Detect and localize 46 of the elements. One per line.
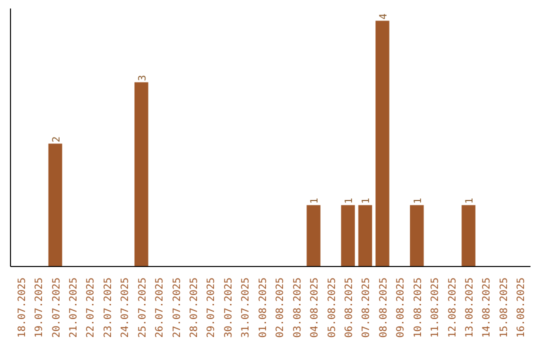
x-tick-label: 20.07.2025 xyxy=(51,277,62,338)
data-label: 1 xyxy=(412,198,424,204)
x-tick-label: 15.08.2025 xyxy=(498,277,510,338)
bar xyxy=(376,20,390,266)
x-tick-label: 10.08.2025 xyxy=(412,277,424,338)
data-label: 1 xyxy=(344,198,355,204)
x-tick-label: 26.07.2025 xyxy=(154,277,166,338)
x-tick-label: 01.08.2025 xyxy=(258,277,269,338)
x-tick-label: 16.08.2025 xyxy=(516,277,528,338)
data-label: 1 xyxy=(361,198,372,204)
x-tick-label: 07.08.2025 xyxy=(361,277,372,338)
data-label: 4 xyxy=(378,14,390,20)
x-tick-label: 12.08.2025 xyxy=(447,277,458,338)
x-tick-label: 25.07.2025 xyxy=(137,277,148,338)
bar xyxy=(306,205,320,266)
x-tick-label: 23.07.2025 xyxy=(102,277,114,338)
bar xyxy=(410,205,424,266)
bar xyxy=(134,82,148,266)
x-tick-label: 13.08.2025 xyxy=(464,277,476,338)
x-tick-label: 22.07.2025 xyxy=(86,277,97,338)
x-tick-label: 08.08.2025 xyxy=(378,277,390,338)
x-tick-label: 30.07.2025 xyxy=(223,277,234,338)
x-tick-label: 24.07.2025 xyxy=(120,277,132,338)
x-tick-label: 03.08.2025 xyxy=(292,277,304,338)
x-tick-label: 21.07.2025 xyxy=(68,277,80,338)
x-tick-label: 09.08.2025 xyxy=(396,277,407,338)
x-tick-label: 18.07.2025 xyxy=(16,277,28,338)
x-tick-label: 28.07.2025 xyxy=(189,277,200,338)
data-label: 1 xyxy=(464,198,476,204)
x-tick-label: 19.07.2025 xyxy=(34,277,46,338)
bar xyxy=(358,205,372,266)
x-tick-label: 29.07.2025 xyxy=(206,277,218,338)
bar xyxy=(341,205,355,266)
data-label: 2 xyxy=(51,136,62,142)
bar xyxy=(462,205,476,266)
x-tick-label: 31.07.2025 xyxy=(240,277,252,338)
x-tick-label: 06.08.2025 xyxy=(344,277,355,338)
x-tick-label: 05.08.2025 xyxy=(326,277,338,338)
x-tick-label: 04.08.2025 xyxy=(310,277,321,338)
x-tick-label: 14.08.2025 xyxy=(482,277,493,338)
bar xyxy=(48,144,62,266)
x-tick-label: 27.07.2025 xyxy=(172,277,183,338)
data-label: 1 xyxy=(310,198,321,204)
x-tick-label: 11.08.2025 xyxy=(430,277,442,338)
data-label: 3 xyxy=(137,74,148,81)
x-tick-label: 02.08.2025 xyxy=(275,277,286,338)
